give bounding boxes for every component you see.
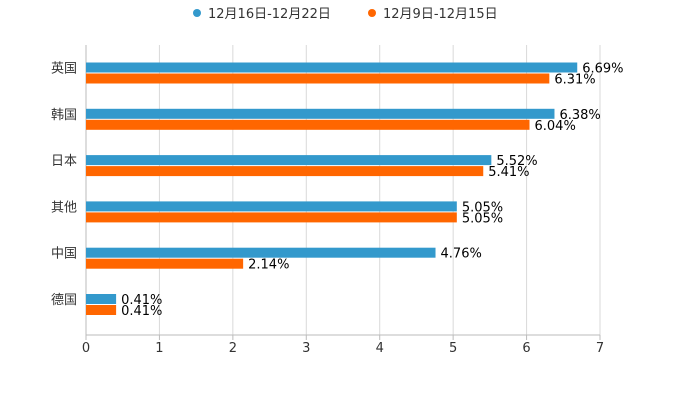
legend-item-series-1[interactable]: 12月16日-12月22日 bbox=[193, 7, 331, 22]
x-axis: 0 1 2 3 4 5 6 7 bbox=[82, 334, 604, 356]
bar-series-2[interactable] bbox=[86, 212, 457, 223]
category-label: 韩国 bbox=[51, 108, 77, 123]
x-tick-label: 4 bbox=[376, 341, 384, 356]
x-tick-label: 6 bbox=[522, 341, 530, 356]
bar-series-2[interactable] bbox=[86, 166, 484, 177]
data-label: 5.05% bbox=[462, 211, 503, 226]
category-label: 其他 bbox=[51, 200, 77, 215]
legend-marker bbox=[193, 9, 201, 17]
bar-series-1[interactable] bbox=[86, 155, 492, 166]
data-label: 0.41% bbox=[121, 293, 162, 308]
data-label: 6.31% bbox=[554, 73, 595, 88]
data-label: 6.69% bbox=[582, 62, 623, 77]
grid-lines bbox=[85, 45, 601, 335]
x-tick-label: 2 bbox=[229, 341, 237, 356]
data-label: 4.76% bbox=[441, 247, 482, 262]
bar-series-1[interactable] bbox=[86, 62, 578, 73]
data-label: 5.05% bbox=[462, 200, 503, 215]
x-tick-label: 0 bbox=[82, 341, 90, 356]
category-label: 日本 bbox=[51, 154, 77, 169]
x-tick-label: 3 bbox=[302, 341, 310, 356]
category-label: 中国 bbox=[51, 247, 77, 262]
data-label: 5.41% bbox=[488, 165, 529, 180]
data-labels: 6.69%6.31% 6.38%6.04% 5.52%5.41% 5.05%5.05%… bbox=[121, 62, 623, 320]
bar-series-1[interactable] bbox=[86, 108, 555, 119]
bar-series-2[interactable] bbox=[86, 258, 244, 269]
bar-series-2[interactable] bbox=[86, 73, 550, 84]
bar-series-2[interactable] bbox=[86, 119, 530, 130]
bars bbox=[86, 62, 578, 315]
data-label: 2.14% bbox=[248, 258, 289, 273]
data-label: 0.41% bbox=[121, 304, 162, 319]
category-label: 英国 bbox=[51, 62, 77, 77]
legend-label: 12月9日-12月15日 bbox=[383, 7, 498, 22]
legend-item-series-2[interactable]: 12月9日-12月15日 bbox=[368, 7, 498, 22]
bar-series-1[interactable] bbox=[86, 247, 436, 258]
data-label: 6.04% bbox=[535, 119, 576, 134]
data-label: 5.52% bbox=[496, 154, 537, 169]
legend-marker bbox=[368, 9, 376, 17]
x-tick-label: 1 bbox=[155, 341, 163, 356]
bar-series-2[interactable] bbox=[86, 305, 117, 315]
category-label: 德国 bbox=[51, 293, 77, 308]
legend[interactable]: 12月16日-12月22日 12月9日-12月15日 bbox=[193, 7, 498, 22]
x-tick-label: 5 bbox=[449, 341, 457, 356]
bar-series-1[interactable] bbox=[86, 294, 117, 304]
bar-series-1[interactable] bbox=[86, 201, 457, 212]
legend-label: 12月16日-12月22日 bbox=[208, 7, 331, 22]
data-label: 6.38% bbox=[559, 108, 600, 123]
x-tick-label: 7 bbox=[596, 341, 604, 356]
